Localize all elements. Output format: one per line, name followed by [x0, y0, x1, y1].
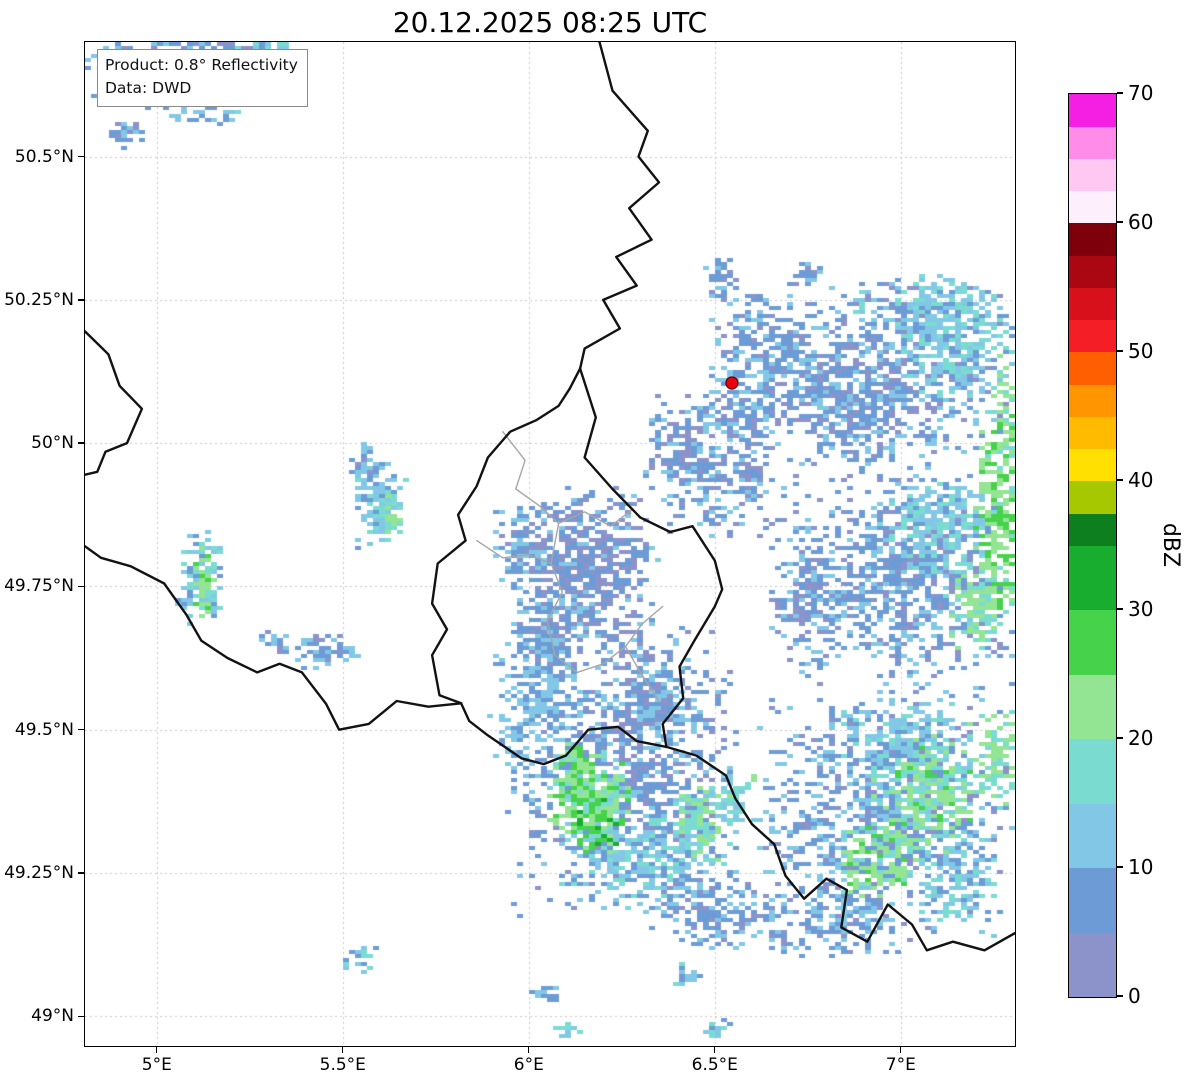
- x-tick-label: 5.5°E: [319, 1055, 366, 1075]
- colorbar-tick-mark: [1116, 350, 1123, 352]
- colorbar-tick-mark: [1116, 995, 1123, 997]
- x-tick-label: 6°E: [513, 1055, 544, 1075]
- country-border-line: [459, 702, 668, 766]
- colorbar-tick-label: 50: [1128, 339, 1154, 363]
- regional-border-line: [476, 539, 552, 565]
- colorbar-segment: [1069, 868, 1116, 933]
- x-tick-label: 7°E: [885, 1055, 916, 1075]
- colorbar-axis-label: dBZ: [1158, 522, 1183, 568]
- y-tick-mark: [78, 585, 85, 588]
- country-border-line: [85, 545, 463, 731]
- regional-border-line: [502, 431, 634, 527]
- y-tick-label: 50.5°N: [14, 146, 74, 167]
- x-tick-label: 5°E: [141, 1055, 172, 1075]
- y-tick-mark: [78, 728, 85, 731]
- product-info-box: Product: 0.8° Reflectivity Data: DWD: [97, 49, 308, 107]
- colorbar-segment: [1069, 319, 1116, 353]
- colorbar-tick-mark: [1116, 92, 1123, 94]
- y-tick-label: 50°N: [31, 433, 74, 454]
- colorbar-tick-mark: [1116, 221, 1123, 223]
- country-border-line: [578, 42, 661, 370]
- map-plot-area: Product: 0.8° Reflectivity Data: DWD: [85, 42, 1015, 1046]
- colorbar-tick-label: 60: [1128, 210, 1154, 234]
- regional-border-line: [624, 645, 660, 702]
- country-border-line: [665, 745, 1015, 952]
- y-tick-mark: [78, 155, 85, 158]
- y-tick-label: 49.5°N: [14, 719, 74, 740]
- colorbar-tick-label: 20: [1128, 726, 1154, 750]
- colorbar-tick-label: 0: [1128, 984, 1141, 1008]
- colorbar-segment: [1069, 513, 1116, 546]
- colorbar-segment: [1069, 94, 1116, 127]
- colorbar-segment: [1069, 674, 1116, 740]
- y-tick-label: 49.25°N: [4, 862, 74, 883]
- country-border-line: [430, 367, 582, 705]
- colorbar-segment: [1069, 223, 1116, 256]
- colorbar-tick-mark: [1116, 866, 1123, 868]
- regional-border-line: [546, 522, 664, 674]
- colorbar-tick-label: 70: [1128, 81, 1154, 105]
- colorbar-segment: [1069, 803, 1116, 869]
- x-tick-label: 6.5°E: [691, 1055, 738, 1075]
- colorbar-tick-mark: [1116, 737, 1123, 739]
- colorbar-segment: [1069, 739, 1116, 804]
- colorbar-tick-mark: [1116, 479, 1123, 481]
- x-tick-mark: [156, 1046, 158, 1053]
- y-tick-label: 50.25°N: [4, 289, 74, 310]
- x-tick-mark: [528, 1046, 530, 1053]
- colorbar-segment: [1069, 545, 1116, 611]
- country-border-line: [85, 330, 144, 476]
- radar-reflectivity-canvas: [85, 42, 1015, 1046]
- y-tick-mark: [78, 442, 85, 444]
- x-tick-mark: [900, 1046, 902, 1053]
- colorbar-segment: [1069, 384, 1116, 417]
- y-tick-label: 49.75°N: [4, 576, 74, 597]
- colorbar-segment: [1069, 126, 1116, 159]
- colorbar-tick-label: 10: [1128, 855, 1154, 879]
- colorbar-segment: [1069, 610, 1116, 675]
- colorbar-segment: [1069, 255, 1116, 288]
- y-tick-mark: [78, 299, 85, 301]
- product-info-line: Product: 0.8° Reflectivity: [105, 56, 298, 74]
- country-border-line: [578, 367, 724, 749]
- figure-title: 20.12.2025 08:25 UTC: [392, 6, 708, 39]
- colorbar-segment: [1069, 352, 1116, 385]
- colorbar: [1068, 93, 1117, 998]
- colorbar-segment: [1069, 190, 1116, 224]
- x-tick-mark: [714, 1046, 716, 1053]
- colorbar-tick-label: 30: [1128, 597, 1154, 621]
- y-tick-mark: [78, 872, 85, 874]
- colorbar-segment: [1069, 448, 1116, 482]
- colorbar-segment: [1069, 932, 1116, 998]
- colorbar-segment: [1069, 416, 1116, 450]
- colorbar-segment: [1069, 481, 1116, 514]
- y-tick-mark: [78, 1015, 85, 1017]
- y-tick-label: 49°N: [31, 1006, 74, 1027]
- colorbar-tick-label: 40: [1128, 468, 1154, 492]
- radar-site-marker: [725, 376, 739, 390]
- colorbar-segment: [1069, 287, 1116, 321]
- borders-overlay: [85, 42, 1015, 952]
- x-tick-mark: [342, 1046, 344, 1053]
- colorbar-segment: [1069, 158, 1116, 192]
- data-source-line: Data: DWD: [105, 79, 192, 98]
- colorbar-tick-mark: [1116, 608, 1123, 610]
